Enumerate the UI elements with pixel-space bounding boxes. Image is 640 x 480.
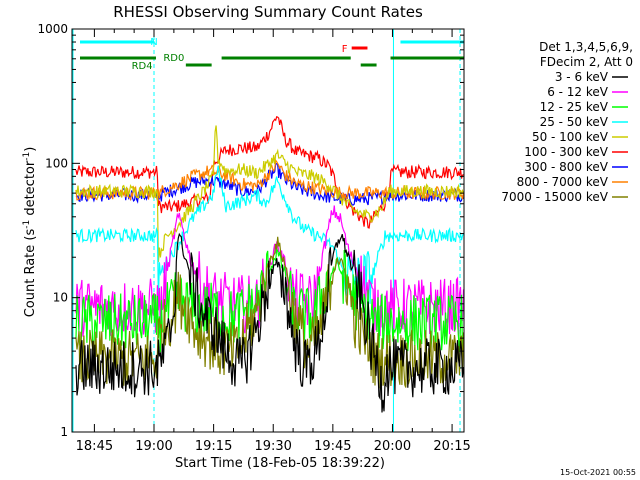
legend-label-3: 25 - 50 keV <box>540 115 609 129</box>
footer-timestamp: 15-Oct-2021 00:55 <box>560 468 636 477</box>
flare-label-0: F <box>342 44 348 55</box>
decimation-label-0: RD0 <box>163 53 184 64</box>
legend-label-7: 800 - 7000 keV <box>517 175 609 189</box>
legend-label-1: 6 - 12 keV <box>547 85 609 99</box>
series-line-12-25-kev <box>75 246 464 353</box>
series-line-50-100-kev <box>75 125 464 263</box>
series-line-800-7000-kev <box>75 158 464 202</box>
y-tick-label-1: 10 <box>53 291 68 305</box>
legend-label-0: 3 - 6 keV <box>555 70 609 84</box>
series-line-25-50-kev <box>75 165 464 304</box>
series-line-100-300-kev <box>75 116 464 229</box>
y-tick-label-0: 1 <box>60 425 68 439</box>
x-tick-label-0: 18:45 <box>76 439 113 454</box>
legend-label-5: 100 - 300 keV <box>524 145 608 159</box>
legend: Det 1,3,4,5,6,9, FDecim 2, Att 0 3 - 6 k… <box>501 40 633 204</box>
legend-label-6: 300 - 800 keV <box>524 160 608 174</box>
x-tick-label-4: 19:45 <box>314 439 351 454</box>
y-tick-label-3: 1000 <box>37 22 68 36</box>
legend-header-1: Det 1,3,4,5,6,9, <box>539 40 633 54</box>
tick-layer: 18:45 19:00 19:15 19:30 19:45 20:00 20:15 1 10 10… <box>37 22 470 454</box>
y-axis-label: Count Rate (s-1 detector-1) <box>22 147 38 318</box>
interval-bars-layer: N RD0 RD4 F <box>80 37 464 72</box>
x-tick-label-2: 19:15 <box>195 439 232 454</box>
x-tick-label-5: 20:00 <box>374 439 411 454</box>
series-layer <box>72 29 464 432</box>
y-tick-label-2: 100 <box>45 156 68 170</box>
legend-label-4: 50 - 100 keV <box>532 130 609 144</box>
plot-frame <box>71 28 465 433</box>
x-tick-label-1: 19:00 <box>135 439 172 454</box>
night-label-0: N <box>150 37 157 48</box>
legend-label-8: 7000 - 15000 keV <box>501 190 608 204</box>
x-tick-label-6: 20:15 <box>433 439 470 454</box>
series-line-3-6-kev <box>75 232 464 413</box>
decimation-label-1: RD4 <box>132 61 153 72</box>
x-axis-label: Start Time (18-Feb-05 18:39:22) <box>175 456 385 471</box>
chart-title: RHESSI Observing Summary Count Rates <box>113 3 423 21</box>
legend-label-2: 12 - 25 keV <box>540 100 609 114</box>
x-tick-label-3: 19:30 <box>254 439 291 454</box>
legend-header-2: FDecim 2, Att 0 <box>540 55 633 69</box>
